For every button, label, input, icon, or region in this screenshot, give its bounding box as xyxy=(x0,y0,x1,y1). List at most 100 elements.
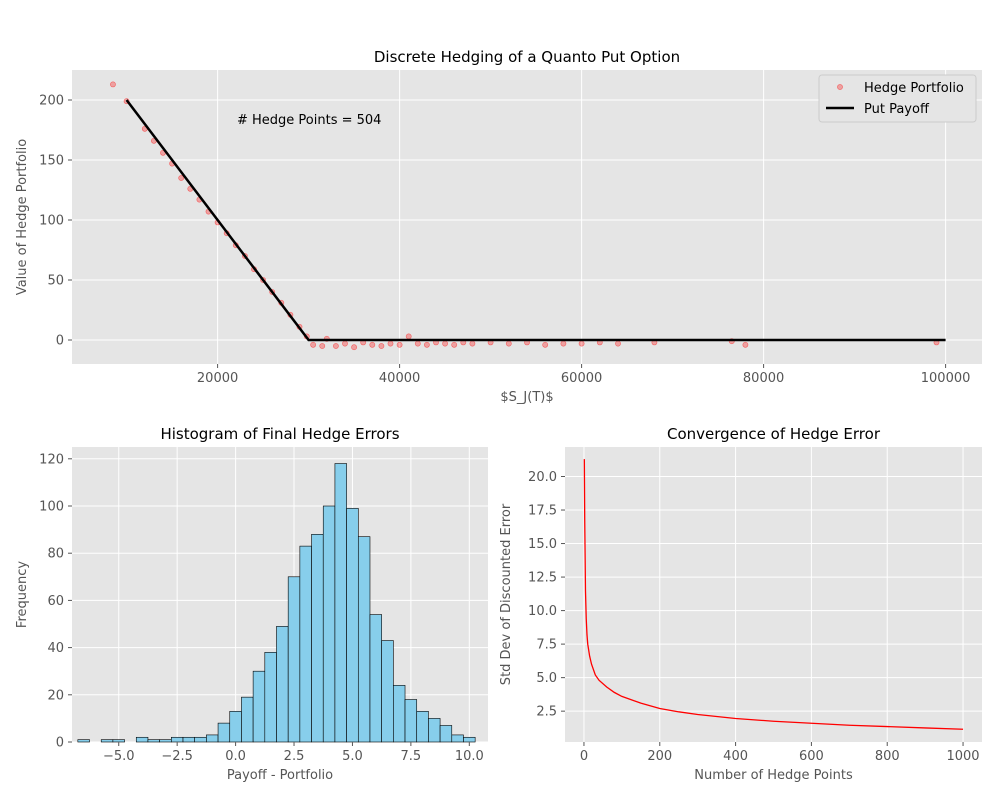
histogram-bar xyxy=(357,536,371,743)
y-axis-label: Std Dev of Discounted Error xyxy=(499,503,514,685)
chart-title: Histogram of Final Hedge Errors xyxy=(160,425,399,443)
x-tick-label: 0 xyxy=(580,749,588,764)
hedge-portfolio-point xyxy=(405,333,412,340)
x-tick-label: 40000 xyxy=(379,371,420,386)
histogram-bar xyxy=(416,711,429,743)
y-tick-label: 17.5 xyxy=(528,504,557,519)
hedge-portfolio-point xyxy=(369,341,376,348)
y-tick-label: 15.0 xyxy=(528,537,557,552)
x-tick-label: 1000 xyxy=(946,749,979,764)
x-axis-label: Payoff - Portfolio xyxy=(227,768,333,783)
histogram-bar xyxy=(182,736,195,743)
histogram-bar xyxy=(451,734,464,743)
x-tick-label: 800 xyxy=(875,749,900,764)
y-tick-label: 100 xyxy=(39,214,64,229)
x-tick-label: 60000 xyxy=(561,371,602,386)
histogram-bar xyxy=(381,640,394,743)
x-tick-label: 600 xyxy=(799,749,824,764)
hedge-portfolio-point xyxy=(396,341,403,348)
hedge-portfolio-point xyxy=(342,340,348,347)
histogram-bar xyxy=(264,652,277,743)
histogram-bar xyxy=(311,534,324,743)
histogram-bar xyxy=(206,734,219,743)
histogram-bar xyxy=(135,736,149,743)
histogram-bar xyxy=(147,739,160,743)
legend-marker-hedge-portfolio xyxy=(837,84,843,90)
histogram-bar xyxy=(171,736,184,743)
put-payoff-line xyxy=(125,99,946,342)
histogram-bar xyxy=(112,739,125,743)
legend-label-put-payoff: Put Payoff xyxy=(864,102,930,117)
histogram-bar xyxy=(194,736,207,743)
legend-label-hedge-portfolio: Hedge Portfolio xyxy=(864,81,964,96)
histogram-bar xyxy=(346,508,359,743)
hedge-points-annotation: # Hedge Points = 504 xyxy=(237,113,381,128)
y-tick-label: 150 xyxy=(39,154,64,169)
histogram-bar xyxy=(287,576,301,743)
x-axis-label: Number of Hedge Points xyxy=(694,768,853,783)
hedge-portfolio-point xyxy=(578,340,585,347)
x-tick-label: −2.5 xyxy=(161,749,193,764)
chart-title: Discrete Hedging of a Quanto Put Option xyxy=(374,48,680,66)
y-tick-label: 2.5 xyxy=(536,705,557,720)
histogram-bar xyxy=(229,711,242,743)
hedge-portfolio-point xyxy=(742,341,749,348)
legend: Hedge Portfolio Put Payoff xyxy=(818,74,977,123)
hedge-portfolio-point xyxy=(332,343,339,349)
y-tick-label: 200 xyxy=(39,94,64,109)
hedge-portfolio-point xyxy=(387,340,394,347)
x-tick-label: 0.0 xyxy=(225,749,246,764)
histogram-bar xyxy=(299,545,312,743)
hedge-portfolio-point xyxy=(319,343,326,349)
hedge-portfolio-point xyxy=(378,343,385,349)
histogram-bar xyxy=(369,614,382,743)
histogram-bar xyxy=(322,505,336,743)
y-tick-label: 0 xyxy=(56,334,64,349)
hedge-portfolio-point xyxy=(542,341,549,348)
chart-title: Convergence of Hedge Error xyxy=(667,425,881,443)
y-tick-label: 120 xyxy=(39,452,64,467)
hedge-portfolio-point xyxy=(451,341,458,348)
hedge-portfolio-point xyxy=(505,340,512,347)
histogram-bar xyxy=(393,685,406,743)
histogram-bar xyxy=(252,670,266,743)
histogram-bar xyxy=(276,626,289,743)
y-tick-label: 50 xyxy=(47,274,64,289)
x-tick-label: −5.0 xyxy=(103,749,135,764)
y-axis-label: Frequency xyxy=(15,561,30,628)
hedge-portfolio-point xyxy=(110,81,116,88)
histogram-bar xyxy=(428,718,441,743)
hedge-portfolio-point xyxy=(615,340,621,347)
histogram-bar xyxy=(463,736,476,743)
y-tick-label: 80 xyxy=(47,547,64,562)
x-tick-label: 200 xyxy=(647,749,672,764)
x-tick-label: 400 xyxy=(723,749,748,764)
histogram-bar xyxy=(100,739,114,743)
std-dev-series-line xyxy=(583,459,964,730)
hedge-portfolio-point xyxy=(442,340,448,347)
histogram-bar xyxy=(439,725,453,743)
y-tick-label: 60 xyxy=(47,594,64,609)
histogram-chart-panel: −5.0 −2.5 0.0 2.5 5.0 7.5 10.0 0 20 40 60 80 100 120 H… xyxy=(15,425,488,783)
x-tick-label: 20000 xyxy=(197,371,238,386)
scatter-chart-panel: 20000 40000 60000 80000 100000 0 50 100 150 200 Di… xyxy=(15,48,982,405)
hedge-portfolio-point xyxy=(351,344,357,351)
y-tick-label: 100 xyxy=(39,500,64,515)
y-tick-label: 20.0 xyxy=(528,470,557,485)
hedge-portfolio-point xyxy=(423,341,430,348)
x-tick-label: 80000 xyxy=(743,371,784,386)
hedge-portfolio-point xyxy=(469,340,476,347)
plot-area xyxy=(565,447,982,742)
y-tick-label: 7.5 xyxy=(536,638,557,653)
y-tick-label: 0 xyxy=(56,736,64,751)
hedge-portfolio-point xyxy=(560,340,567,347)
y-tick-label: 12.5 xyxy=(528,571,557,586)
x-tick-label: 100000 xyxy=(921,371,971,386)
histogram-bar xyxy=(159,739,172,743)
histogram-bar xyxy=(334,463,347,743)
x-tick-label: 7.5 xyxy=(401,749,422,764)
hedge-portfolio-point xyxy=(414,340,421,347)
hedge-portfolio-point xyxy=(310,341,317,348)
convergence-chart-panel: 0 200 400 600 800 1000 2.5 5.0 7.5 10.0 12.5 15.0 17… xyxy=(499,425,982,783)
